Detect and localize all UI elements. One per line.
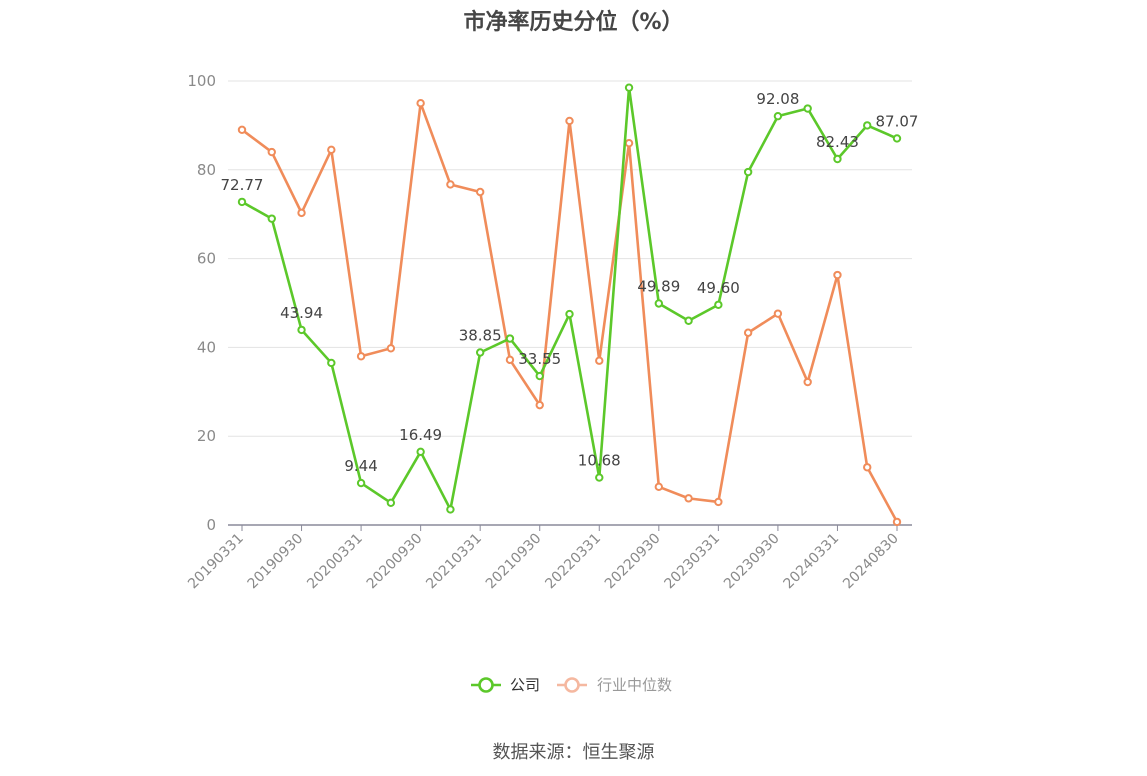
series-0-point bbox=[565, 309, 574, 319]
series-1-point bbox=[863, 463, 872, 472]
series-1-point bbox=[356, 352, 366, 361]
legend-marker-icon bbox=[478, 677, 494, 693]
series-1-point bbox=[595, 356, 604, 365]
source-note: 数据来源：恒生聚源 bbox=[492, 742, 655, 763]
legend-label: 行业中位数 bbox=[597, 676, 672, 694]
y-tick-label: 100 bbox=[187, 72, 216, 90]
data-label: 49.89 bbox=[637, 277, 680, 295]
series-0-point bbox=[684, 316, 693, 325]
series-0-point bbox=[535, 371, 544, 381]
series-1-point bbox=[654, 482, 664, 492]
grid-lines bbox=[228, 80, 912, 437]
data-label: 49.60 bbox=[697, 279, 740, 297]
series-0-point bbox=[803, 104, 812, 113]
series-0-point bbox=[743, 167, 753, 177]
data-label: 72.77 bbox=[221, 176, 264, 194]
x-tick-label: 20240830 bbox=[840, 531, 902, 593]
series-1-point bbox=[267, 147, 276, 157]
data-labels: 72.77 43.94 9.44 16.49 38.85 33.55 10.68 49.89 4… bbox=[221, 90, 919, 475]
series-0-point bbox=[267, 214, 276, 223]
series-1-point bbox=[743, 328, 753, 337]
series-1-point bbox=[475, 187, 485, 197]
series-1-point bbox=[237, 125, 247, 135]
x-tick-label: 20220331 bbox=[542, 531, 604, 593]
series-1-point bbox=[327, 145, 336, 155]
series-0-point bbox=[237, 197, 247, 207]
series-0-point bbox=[446, 505, 455, 514]
series-1-point bbox=[892, 517, 902, 527]
series-lines bbox=[237, 83, 902, 527]
series-1-point bbox=[565, 116, 574, 126]
data-label: 82.43 bbox=[816, 133, 859, 151]
series-0-point bbox=[714, 300, 723, 309]
series-1-point bbox=[624, 138, 634, 148]
data-label: 43.94 bbox=[280, 304, 323, 322]
x-tick-label: 20210930 bbox=[483, 531, 545, 593]
legend-marker-icon bbox=[564, 677, 580, 693]
series-0-point bbox=[863, 121, 872, 130]
x-tick-label: 20200930 bbox=[364, 531, 426, 593]
series-0-point bbox=[505, 334, 515, 343]
series-1-point bbox=[297, 208, 306, 218]
x-tick-label: 20230930 bbox=[721, 531, 783, 593]
series-0-point bbox=[356, 478, 366, 488]
x-tick-label: 20230331 bbox=[661, 531, 723, 593]
series-1-point bbox=[535, 400, 544, 410]
y-tick-label: 20 bbox=[197, 427, 216, 445]
x-tick-label: 20190331 bbox=[185, 531, 247, 593]
series-1-point bbox=[446, 180, 455, 189]
series-line-0 bbox=[241, 86, 898, 511]
data-label: 92.08 bbox=[756, 90, 799, 108]
data-label: 9.44 bbox=[344, 457, 377, 475]
chart-title: 市净率历史分位（%） bbox=[463, 10, 684, 35]
y-tick-label: 60 bbox=[197, 250, 216, 268]
series-1-point bbox=[684, 494, 693, 503]
y-tick-label: 0 bbox=[206, 516, 216, 534]
series-1-point bbox=[833, 270, 842, 280]
series-0-point bbox=[624, 83, 634, 92]
x-tick-label: 20240331 bbox=[781, 531, 843, 593]
series-0-point bbox=[386, 498, 396, 507]
series-0-point bbox=[327, 358, 336, 368]
series-0-point bbox=[892, 134, 902, 143]
y-tick-label: 40 bbox=[197, 338, 216, 356]
series-0-point bbox=[654, 299, 664, 308]
data-label: 16.49 bbox=[399, 426, 442, 444]
legend-item-1[interactable]: 行业中位数 bbox=[557, 676, 672, 694]
series-1-point bbox=[714, 497, 723, 507]
series-1-point bbox=[505, 355, 515, 365]
legend-label: 公司 bbox=[510, 676, 540, 694]
legend-item-0[interactable]: 公司 bbox=[471, 676, 540, 694]
series-0-point bbox=[416, 447, 425, 456]
y-tick-label: 80 bbox=[197, 161, 216, 179]
series-0-point bbox=[595, 473, 604, 482]
legend[interactable]: 公司 行业中位数 bbox=[471, 676, 672, 694]
data-label: 87.07 bbox=[876, 112, 919, 130]
data-label: 10.68 bbox=[578, 452, 621, 470]
data-label: 33.55 bbox=[518, 350, 561, 368]
series-1-point bbox=[803, 377, 812, 387]
data-label: 38.85 bbox=[459, 327, 502, 345]
series-1-point bbox=[386, 344, 396, 353]
series-0-point bbox=[475, 348, 485, 357]
series-1-point bbox=[416, 99, 425, 108]
series-0-point bbox=[833, 154, 842, 164]
series-0-point bbox=[773, 111, 783, 121]
x-tick-label: 20220930 bbox=[602, 531, 664, 593]
x-tick-label: 20210331 bbox=[423, 531, 485, 593]
x-tick-label: 20190930 bbox=[245, 531, 307, 593]
x-tick-label: 20200331 bbox=[304, 531, 366, 593]
series-1-point bbox=[773, 309, 783, 318]
series-0-point bbox=[297, 325, 306, 335]
